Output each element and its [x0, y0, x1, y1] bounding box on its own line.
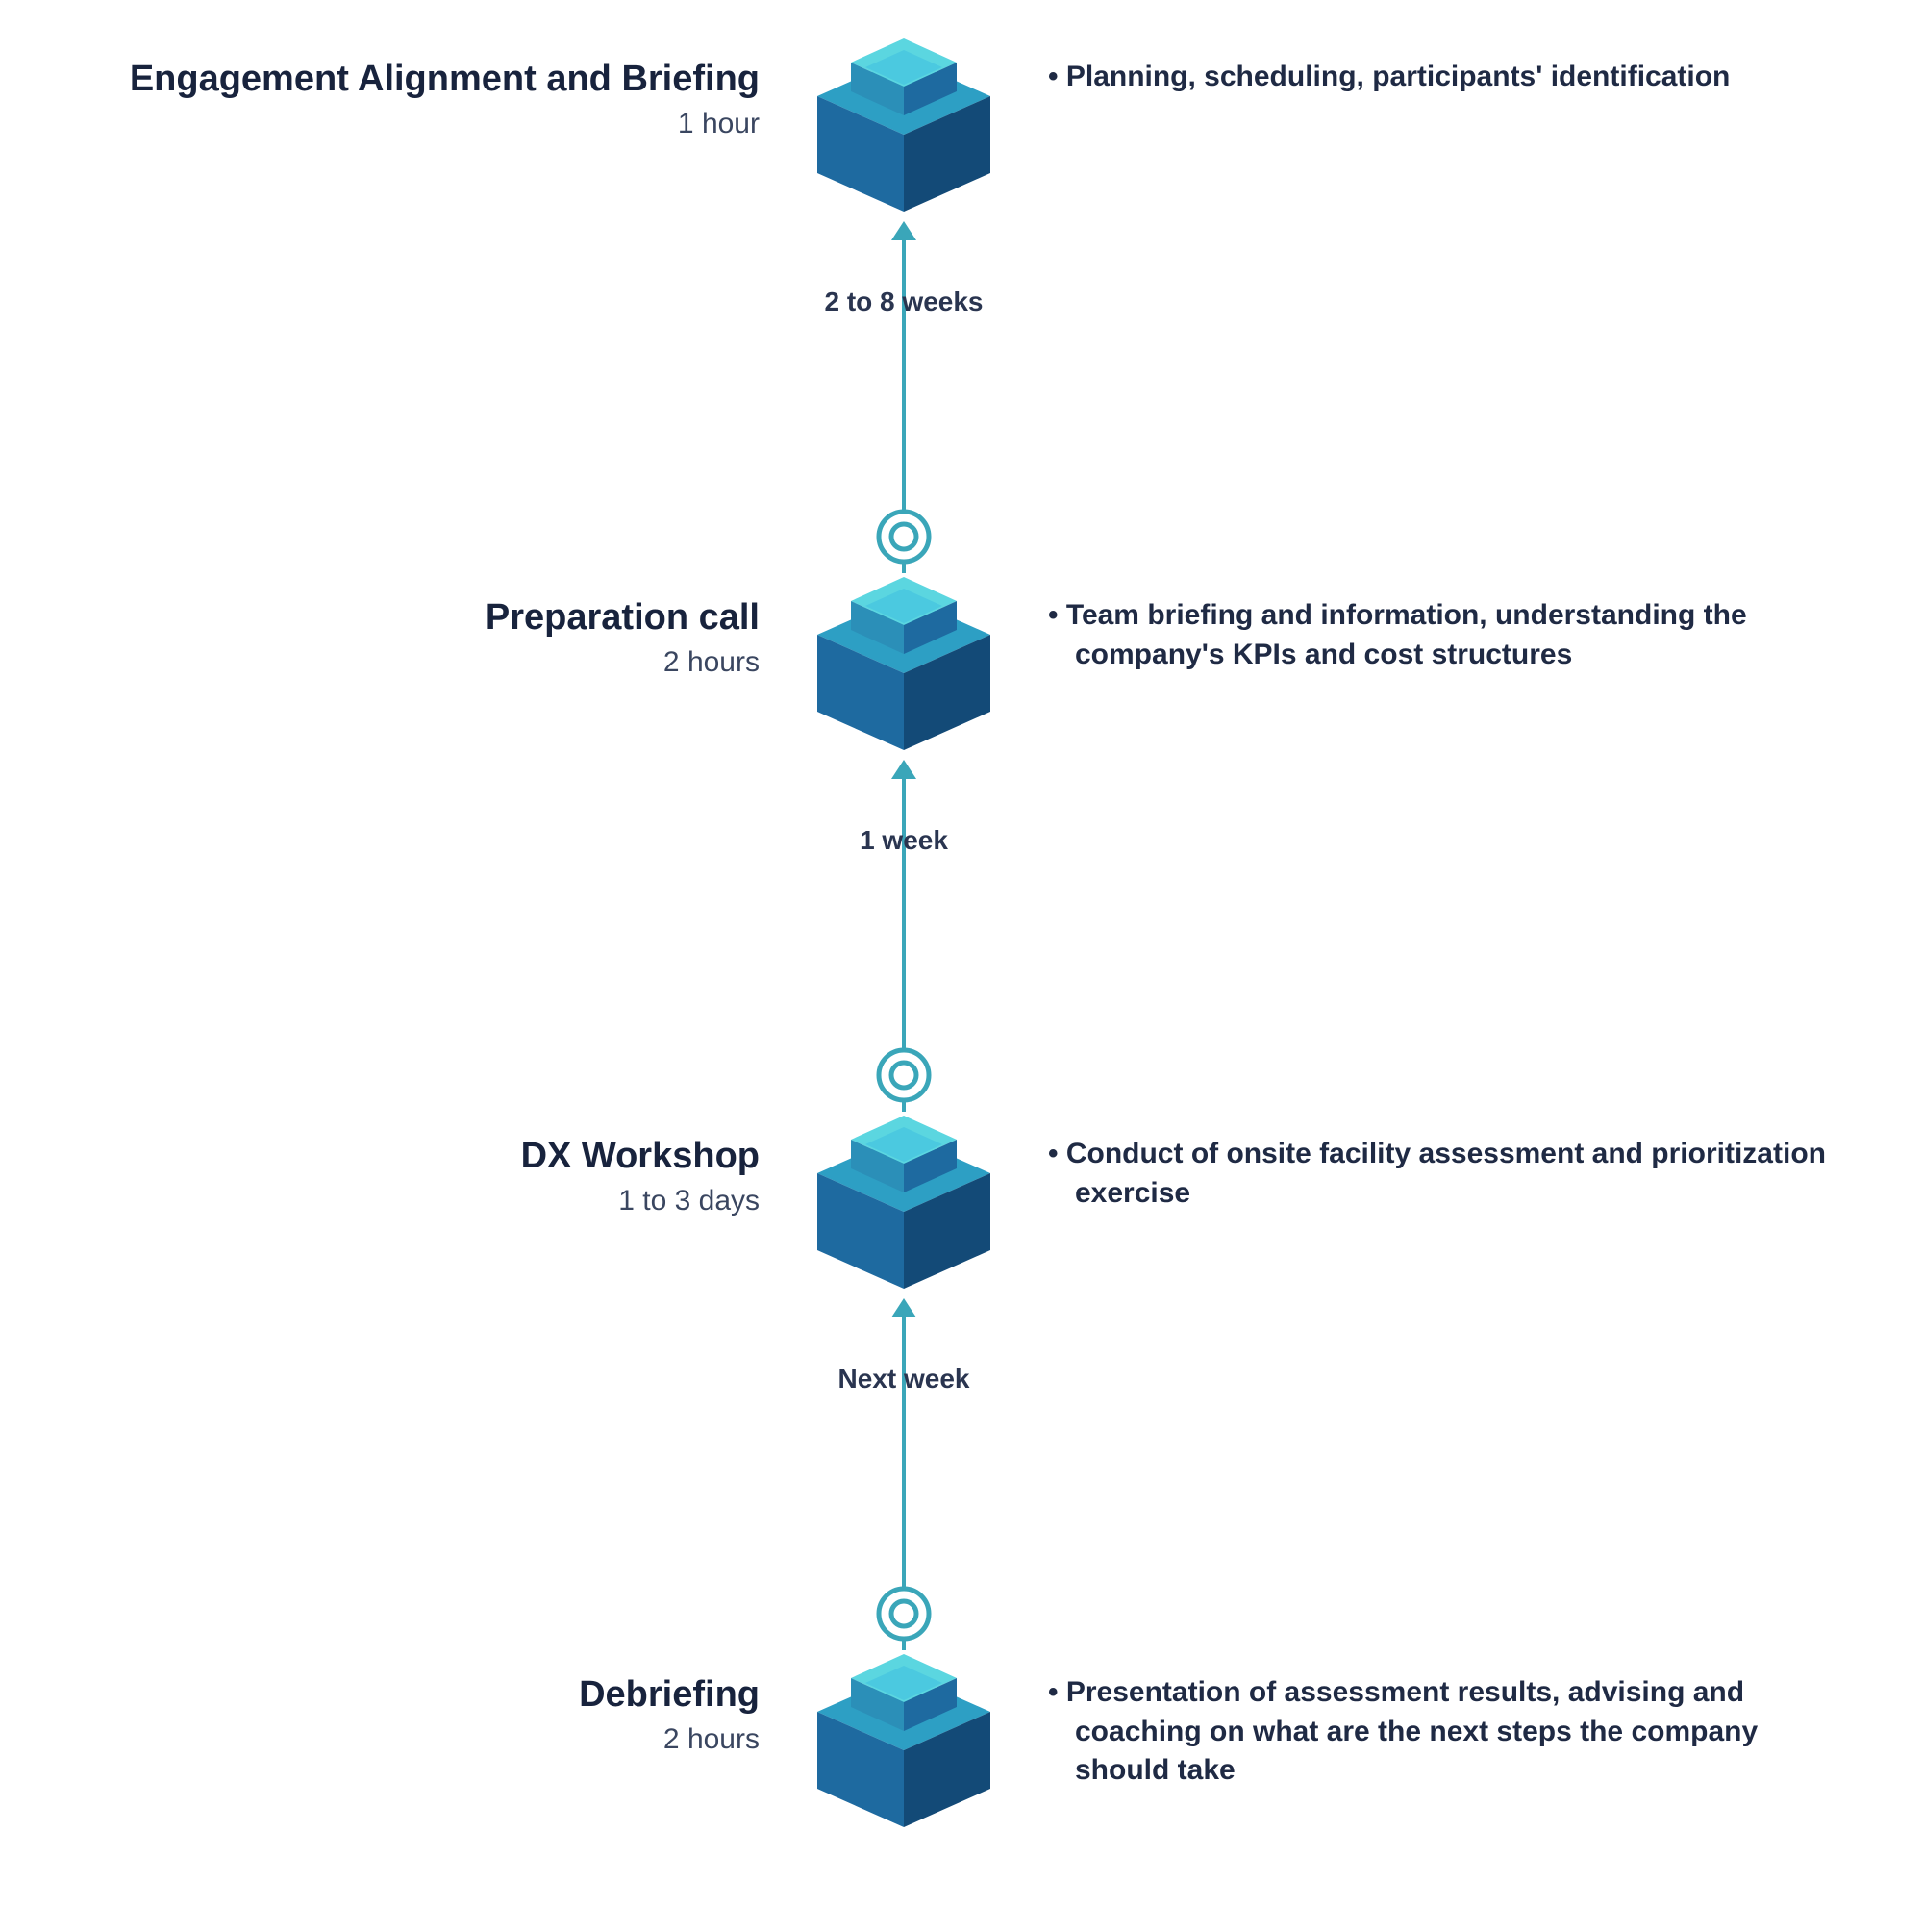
stage-cube-icon — [798, 1116, 1010, 1308]
stage-row: Debriefing 2 hours Presentation of asses… — [0, 1654, 1923, 1846]
stage-label-block: Debriefing 2 hours — [48, 1673, 760, 1756]
stage-description: Team briefing and information, understan… — [1048, 596, 1846, 674]
stage-cube-icon — [798, 38, 1010, 231]
stage-subtitle: 1 to 3 days — [48, 1185, 760, 1217]
connector-label: Next week — [735, 1364, 1073, 1394]
flow-connector: 1 week — [888, 762, 919, 1112]
stage-title: Preparation call — [48, 596, 760, 640]
stage-title: Debriefing — [48, 1673, 760, 1718]
stage-label-block: DX Workshop 1 to 3 days — [48, 1135, 760, 1217]
stage-bullet: Team briefing and information, understan… — [1048, 596, 1846, 674]
stage-description: Presentation of assessment results, advi… — [1048, 1673, 1846, 1791]
stage-bullet: Conduct of onsite facility assessment an… — [1048, 1135, 1846, 1213]
stage-row: Preparation call 2 hours Team briefing a… — [0, 577, 1923, 769]
stage-label-block: Engagement Alignment and Briefing 1 hour — [48, 58, 760, 140]
connector-node-icon — [875, 1046, 933, 1104]
stage-bullet: Planning, scheduling, participants' iden… — [1048, 58, 1846, 97]
stage-description: Planning, scheduling, participants' iden… — [1048, 58, 1846, 97]
stage-description: Conduct of onsite facility assessment an… — [1048, 1135, 1846, 1213]
stage-cube-icon — [798, 577, 1010, 769]
stage-subtitle: 2 hours — [48, 646, 760, 679]
connector-label: 1 week — [735, 825, 1073, 856]
flow-connector: 2 to 8 weeks — [888, 223, 919, 573]
stage-title: Engagement Alignment and Briefing — [48, 58, 760, 102]
stage-title: DX Workshop — [48, 1135, 760, 1179]
stage-row: Engagement Alignment and Briefing 1 hour… — [0, 38, 1923, 231]
process-flow-diagram: Engagement Alignment and Briefing 1 hour… — [0, 0, 1923, 1932]
stage-cube-icon — [798, 1654, 1010, 1846]
connector-label: 2 to 8 weeks — [735, 287, 1073, 317]
flow-connector: Next week — [888, 1300, 919, 1650]
stage-subtitle: 2 hours — [48, 1723, 760, 1756]
stage-label-block: Preparation call 2 hours — [48, 596, 760, 679]
connector-node-icon — [875, 1585, 933, 1643]
stage-bullet: Presentation of assessment results, advi… — [1048, 1673, 1846, 1791]
stage-row: DX Workshop 1 to 3 days Conduct of onsit… — [0, 1116, 1923, 1308]
connector-node-icon — [875, 508, 933, 565]
stage-subtitle: 1 hour — [48, 108, 760, 140]
